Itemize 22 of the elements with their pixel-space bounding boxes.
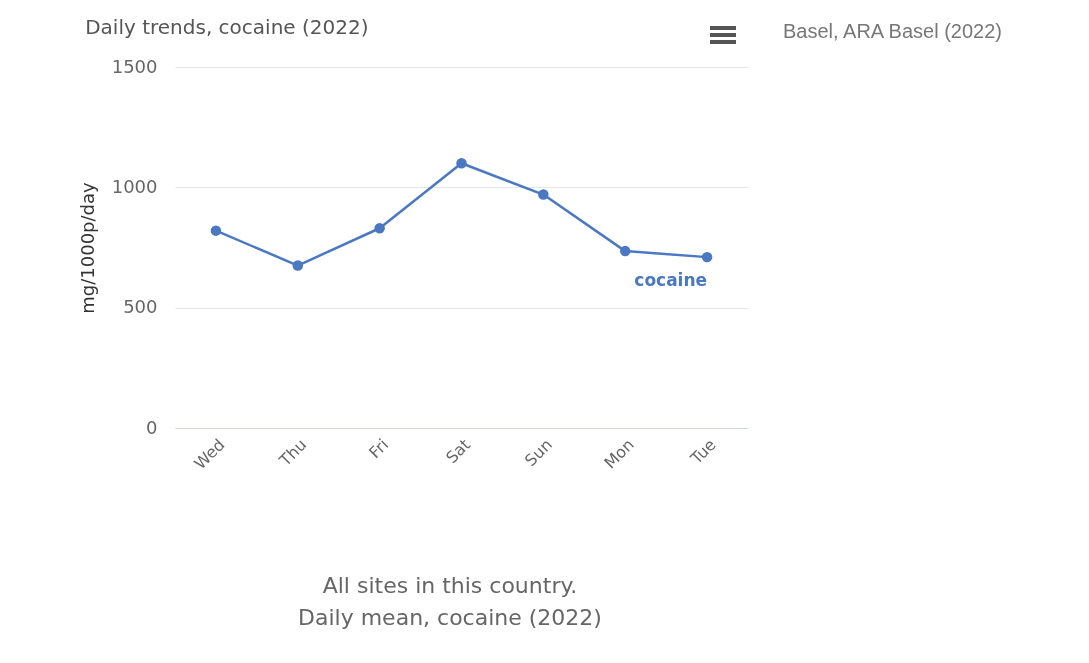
text: Daily mean, cocaine (2022)	[297, 604, 603, 632]
chart-title: Daily trends, cocaine (2022)	[85, 15, 369, 39]
point	[210, 225, 222, 236]
point	[538, 189, 549, 200]
point	[374, 223, 385, 234]
y-tick-label: 1500	[111, 55, 158, 77]
text: Basel, ARA Basel (2022)	[783, 20, 1003, 43]
x-tick-label: Fri	[365, 435, 393, 462]
y-tick-label: 500	[123, 296, 158, 318]
point	[292, 260, 304, 271]
y-tick-label: 0	[146, 416, 158, 438]
series-label: cocaine	[634, 270, 708, 291]
x-tick-label: Sun	[520, 435, 556, 471]
y-axis-title: mg/1000p/day	[76, 181, 98, 314]
x-tick-label: Sat	[442, 435, 475, 468]
point	[619, 245, 631, 257]
x-tick-label: Thu	[274, 435, 311, 471]
y-tick-label: 1000	[111, 175, 158, 197]
x-tick-label: Tue	[686, 435, 720, 469]
point	[456, 158, 467, 169]
point	[701, 251, 713, 263]
text: All sites in this country.	[321, 572, 579, 600]
